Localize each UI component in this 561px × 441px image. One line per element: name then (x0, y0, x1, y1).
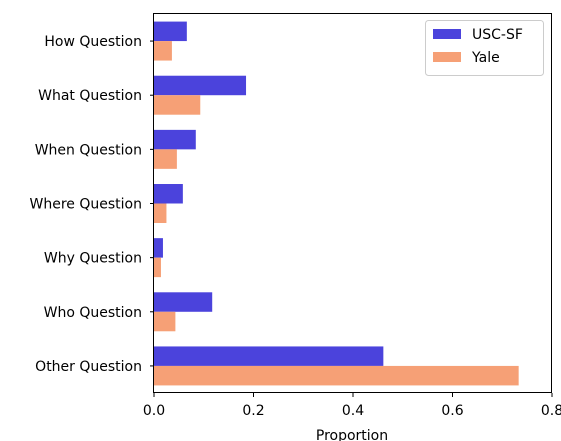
bar-usc-sf-who-question (154, 292, 213, 312)
legend-swatch-yale (433, 52, 461, 62)
bar-usc-sf-where-question (154, 184, 183, 204)
plot-frame (153, 13, 552, 393)
x-axis-label: Proportion (316, 428, 388, 441)
x-tick-label: 0.0 (143, 403, 165, 419)
x-tick-label: 0.4 (342, 403, 364, 419)
y-tick-label: Who Question (44, 305, 142, 321)
y-tick-label: Where Question (30, 197, 142, 213)
bar-yale-other-question (154, 365, 519, 386)
legend-label-yale: Yale (471, 50, 500, 66)
bar-yale-why-question (154, 257, 161, 278)
x-tick-label: 0.8 (541, 403, 561, 419)
legend-swatch-usc-sf (433, 29, 461, 39)
y-tick-label: When Question (35, 142, 142, 158)
y-tick-label: What Question (38, 88, 142, 104)
bars-layer (154, 21, 519, 386)
legend: USC-SF Yale (425, 20, 544, 76)
x-axis-ticks: 0.0 0.2 0.4 0.6 0.8 (143, 393, 561, 419)
bar-usc-sf-why-question (154, 238, 163, 258)
x-tick-label: 0.6 (441, 403, 463, 419)
x-tick-label: 0.2 (242, 403, 264, 419)
bar-yale-how-question (154, 41, 172, 61)
bar-yale-who-question (154, 311, 176, 332)
bar-usc-sf-how-question (154, 21, 187, 42)
y-axis-ticks: How Question What Question When Question Wh… (30, 34, 154, 375)
bar-usc-sf-other-question (154, 346, 384, 366)
legend-label-usc-sf: USC-SF (472, 27, 523, 43)
bar-yale-when-question (154, 149, 177, 169)
y-tick-label: How Question (44, 34, 142, 50)
y-tick-label: Why Question (44, 251, 142, 267)
bar-usc-sf-when-question (154, 129, 196, 150)
bar-usc-sf-what-question (154, 75, 247, 96)
y-tick-label: Other Question (35, 359, 142, 375)
bar-yale-where-question (154, 203, 167, 223)
bar-yale-what-question (154, 95, 201, 115)
